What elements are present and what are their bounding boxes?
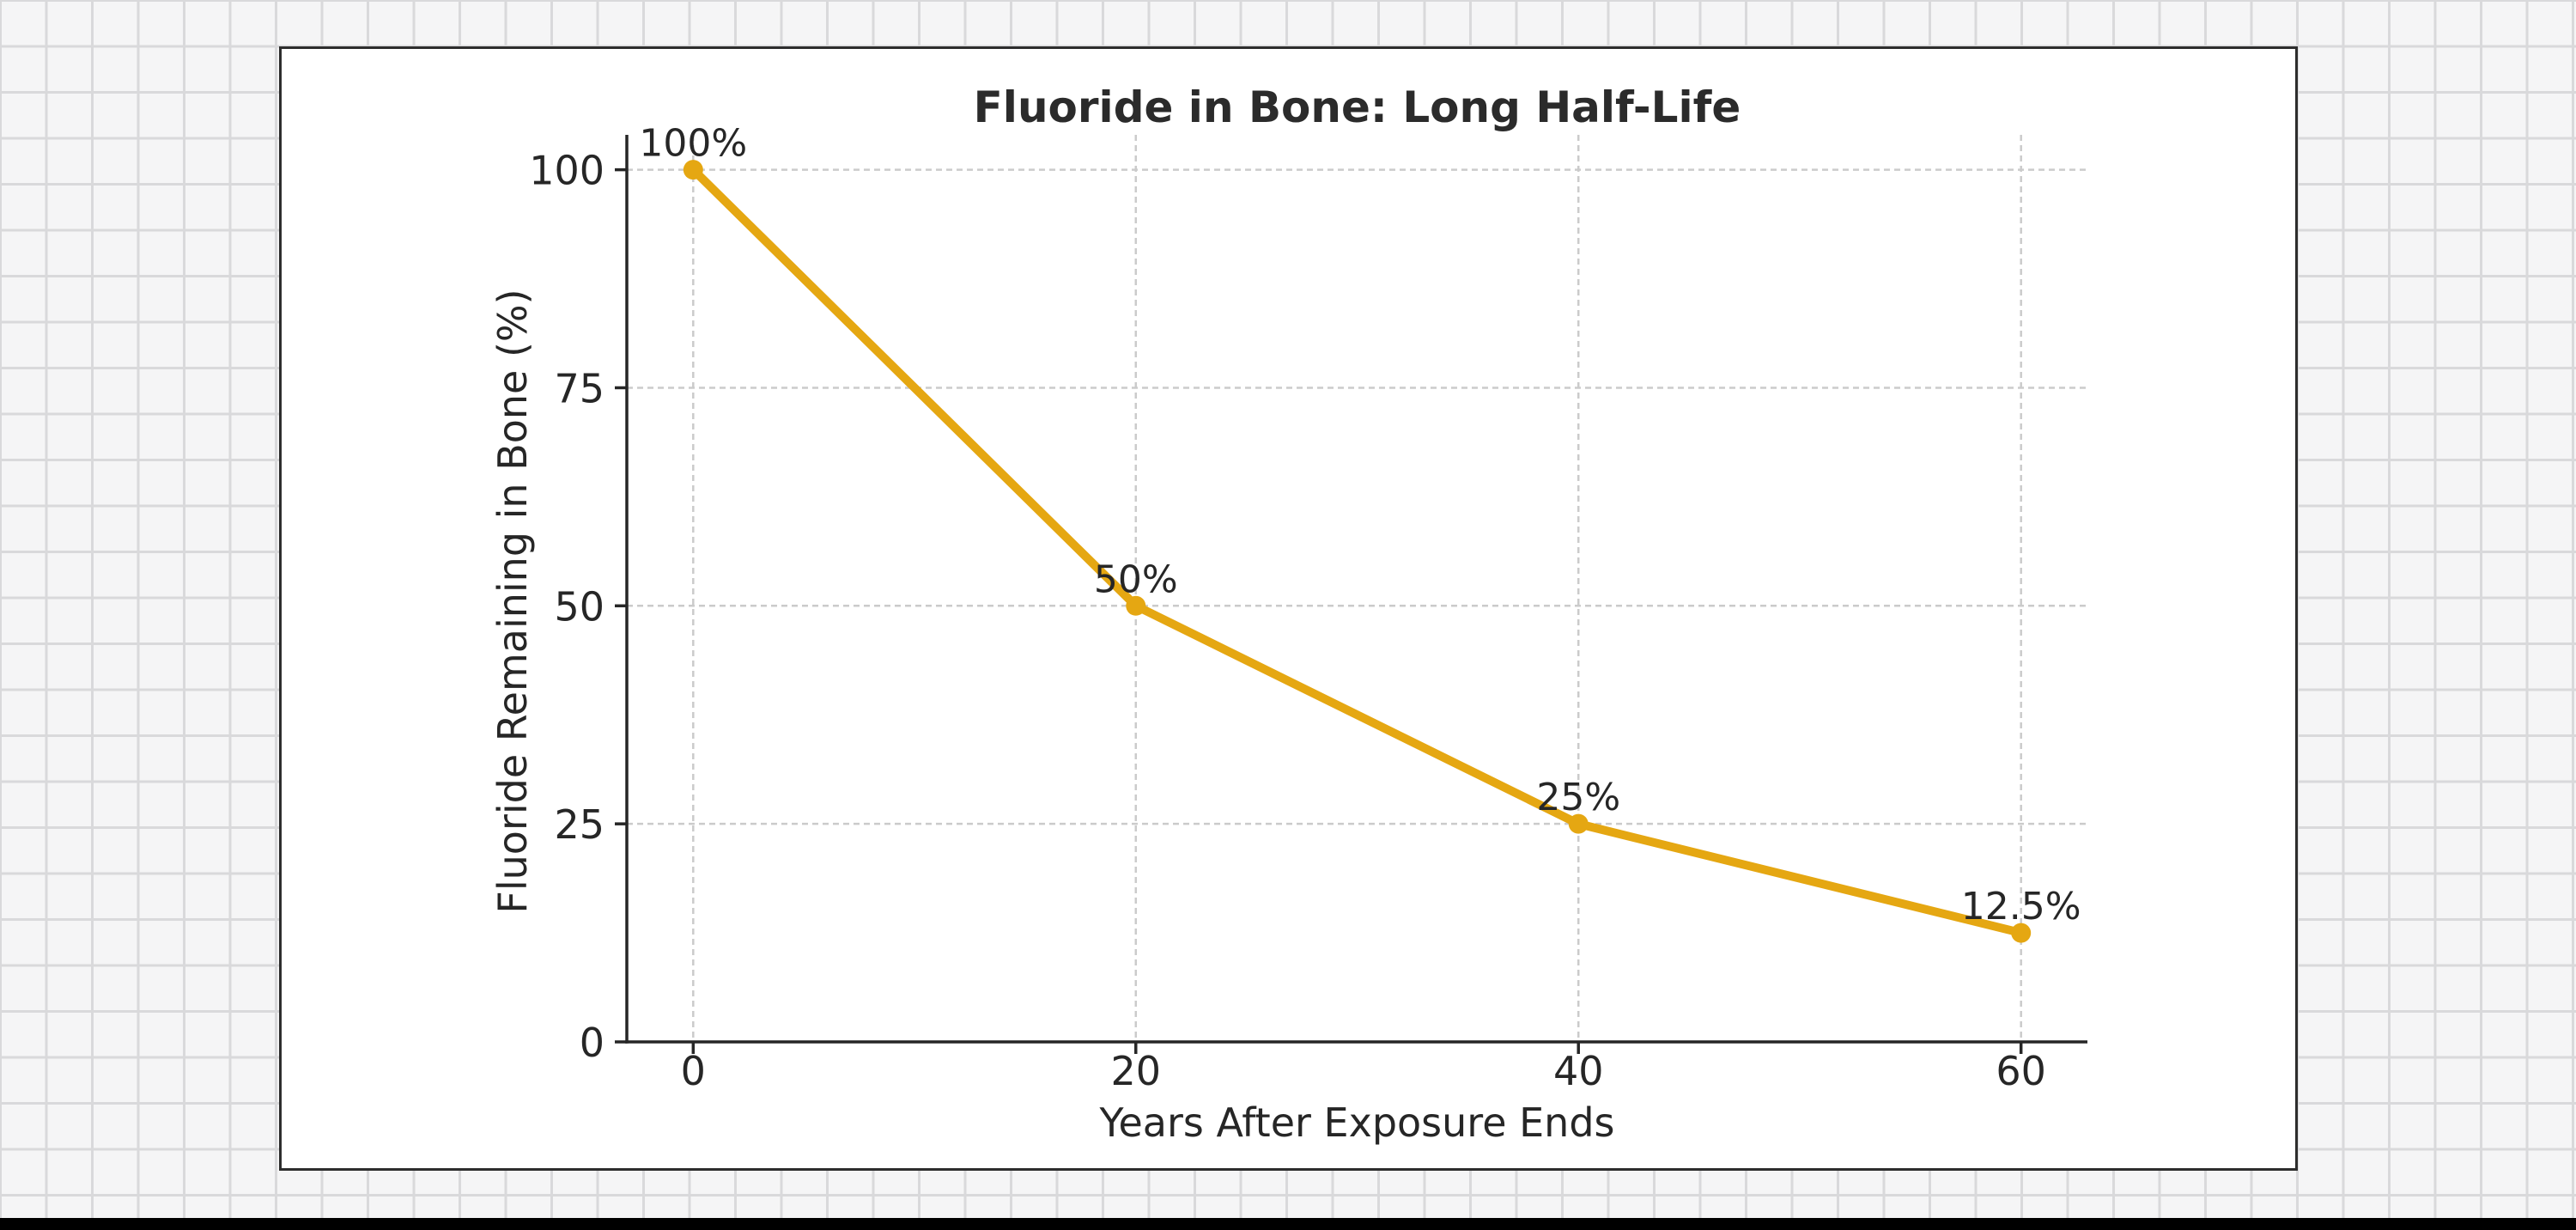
y-tick-label: 50 [554, 583, 605, 630]
x-tick-label: 0 [681, 1048, 706, 1094]
data-line [689, 165, 2026, 938]
data-point-label: 25% [1536, 776, 1620, 819]
bottom-black-bar [0, 1218, 2576, 1230]
x-tick-label: 40 [1553, 1048, 1604, 1094]
data-point-marker [1126, 595, 1146, 616]
chart-title: Fluoride in Bone: Long Half-Life [974, 82, 1741, 132]
data-point-label: 50% [1094, 557, 1178, 601]
y-tick-label: 0 [580, 1020, 605, 1066]
y-tick-label: 25 [554, 801, 605, 848]
x-tick-label: 20 [1110, 1048, 1161, 1094]
x-axis-label: Years After Exposure Ends [1098, 1099, 1614, 1146]
data-point-marker [2011, 922, 2032, 943]
data-point-marker [683, 160, 703, 180]
data-point-marker [1568, 813, 1589, 834]
data-point-label: 12.5% [1961, 885, 2081, 929]
y-tick-label: 100 [529, 148, 605, 194]
y-tick-label: 75 [554, 365, 605, 411]
data-point-label: 100% [639, 122, 747, 166]
y-axis-label: Fluoride Remaining in Bone (%) [489, 289, 536, 913]
chart-card: 0 25 50 75 100 0 20 40 60 100% 50% 25% 12.5% Fluoride… [279, 46, 2298, 1171]
line-chart: 0 25 50 75 100 0 20 40 60 100% 50% 25% 12.5% Fluoride… [489, 82, 2087, 1146]
x-tick-label: 60 [1996, 1048, 2046, 1094]
